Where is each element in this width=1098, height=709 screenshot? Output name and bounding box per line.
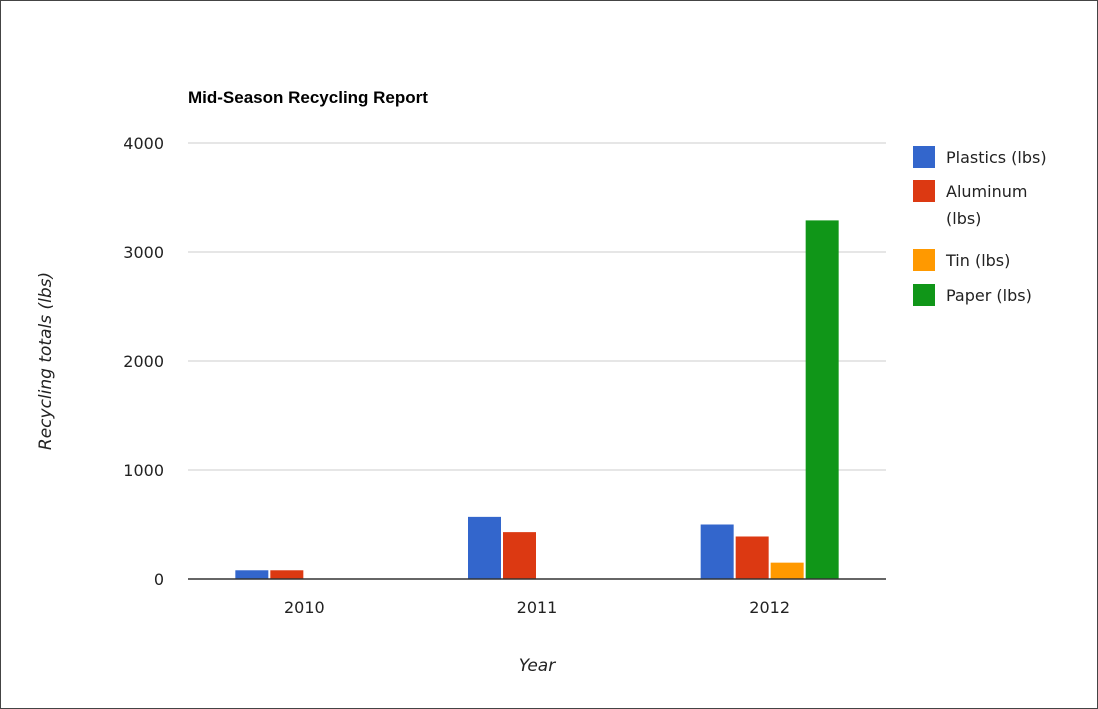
bar-2010-1 xyxy=(270,570,304,579)
bar-2012-1 xyxy=(735,536,769,579)
legend-swatch-0 xyxy=(913,146,935,168)
y-tick-label: 0 xyxy=(154,570,164,589)
y-tick-label: 3000 xyxy=(123,243,164,262)
x-tick-label: 2011 xyxy=(517,598,558,617)
bar-2012-3 xyxy=(805,220,839,579)
bar-2011-0 xyxy=(468,516,501,579)
y-tick-label: 2000 xyxy=(123,352,164,371)
legend-label-0: Plastics (lbs) xyxy=(946,148,1047,167)
y-axis-title: Recycling totals (lbs) xyxy=(36,272,56,450)
x-tick-label: 2010 xyxy=(284,598,325,617)
chart-title: Mid-Season Recycling Report xyxy=(188,88,428,107)
legend-label-2: Tin (lbs) xyxy=(945,251,1010,270)
gridlines xyxy=(188,142,886,471)
legend-swatch-2 xyxy=(913,249,935,271)
bar-2010-0 xyxy=(235,570,269,579)
x-axis-title: Year xyxy=(519,656,556,676)
legend-swatch-1 xyxy=(913,180,935,202)
legend-swatch-3 xyxy=(913,284,935,306)
axes: 0 1000 2000 3000 4000 2010 2011 2012 xyxy=(123,134,886,617)
y-tick-label: 4000 xyxy=(123,134,164,153)
x-tick-label: 2012 xyxy=(749,598,790,617)
bars xyxy=(235,220,839,579)
bar-2012-0 xyxy=(700,524,734,579)
legend-label-3: Paper (lbs) xyxy=(946,286,1032,305)
y-tick-label: 1000 xyxy=(123,461,164,480)
bar-2012-2 xyxy=(770,562,804,579)
legend-label-1: Aluminum (lbs) xyxy=(946,182,1027,228)
legend: Plastics (lbs) Aluminum (lbs) Tin (lbs) Pape… xyxy=(913,146,1047,306)
bar-2011-1 xyxy=(503,532,536,579)
